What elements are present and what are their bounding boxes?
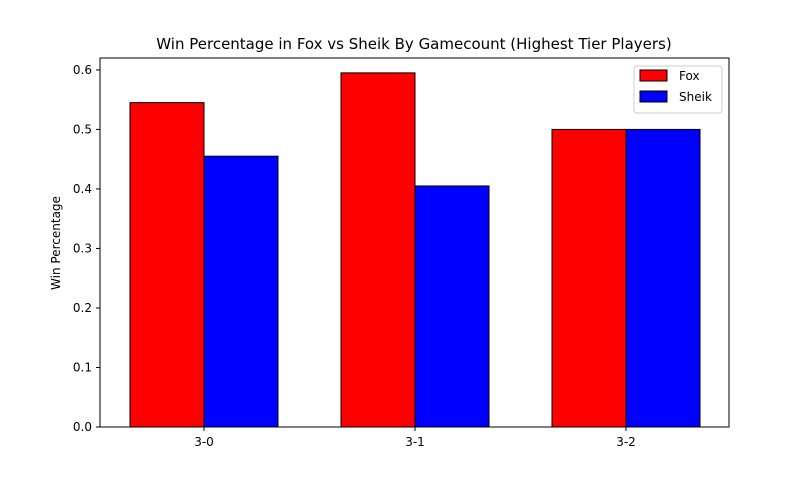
plot-frame [99,57,730,428]
y-tick-label: 0.6 [73,63,92,77]
y-tick-label: 0.5 [73,122,92,136]
legend: Fox Sheik [633,65,723,114]
bar-fox-3-2 [551,128,627,428]
bar-fox-3-1 [340,72,416,428]
y-tick-label: 0.3 [73,241,92,255]
y-tick-label: 0.2 [73,301,92,315]
x-axis: 3-0 3-1 3-2 [194,427,636,449]
bar-sheik-3-1 [414,185,490,428]
legend-label-sheik: Sheik [679,90,712,104]
legend-swatch-fox [639,69,668,82]
chart-title: Win Percentage in Fox vs Sheik By Gameco… [156,35,671,53]
bar-fox-3-0 [129,102,205,428]
x-tick-label: 3-2 [616,435,636,449]
y-tick-label: 0.1 [73,360,92,374]
y-tick-label: 0.0 [73,420,92,434]
bars-group [129,72,701,428]
legend-label-fox: Fox [679,69,700,83]
x-tick-label: 3-1 [405,435,425,449]
bar-sheik-3-0 [203,155,279,428]
y-axis: 0.0 0.1 0.2 0.3 0.4 0.5 0.6 [73,63,100,434]
bar-sheik-3-2 [625,128,701,428]
x-tick-label: 3-0 [194,435,214,449]
y-axis-label: Win Percentage [49,196,63,290]
y-tick-label: 0.4 [73,182,92,196]
legend-swatch-sheik [639,90,668,103]
